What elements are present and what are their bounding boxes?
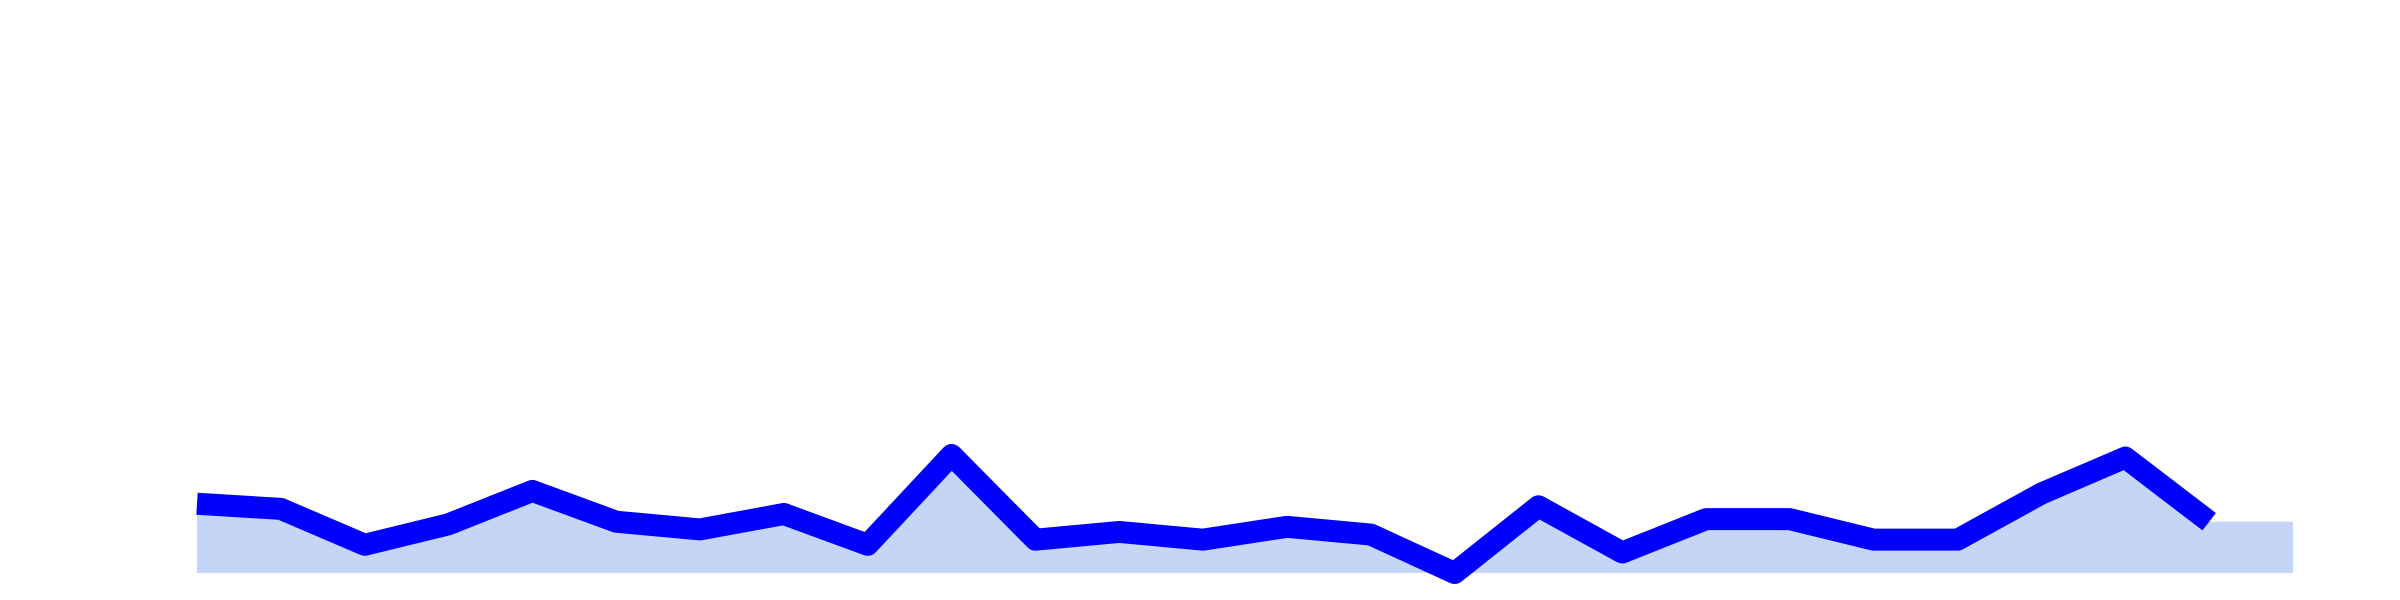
series-0-line — [196, 444, 2216, 584]
area-layer — [197, 455, 2293, 573]
series-0-area — [197, 455, 2293, 573]
line-layer — [196, 444, 2216, 584]
